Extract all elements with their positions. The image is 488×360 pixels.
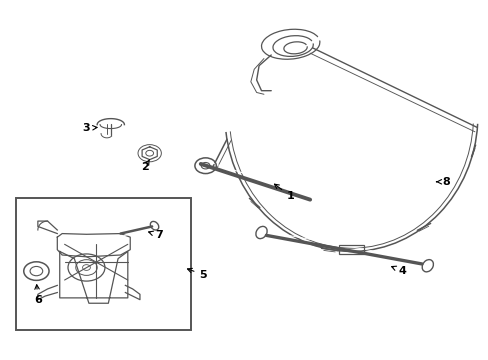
Text: 2: 2 (141, 160, 149, 172)
Text: 3: 3 (82, 123, 97, 133)
Text: 6: 6 (34, 285, 41, 305)
Polygon shape (60, 251, 127, 303)
Polygon shape (57, 234, 130, 257)
Text: 8: 8 (436, 177, 449, 187)
Text: 5: 5 (187, 268, 206, 280)
Bar (16, 198, 191, 330)
Text: 4: 4 (391, 266, 406, 276)
Text: 7: 7 (148, 230, 163, 240)
Text: 1: 1 (274, 184, 294, 201)
